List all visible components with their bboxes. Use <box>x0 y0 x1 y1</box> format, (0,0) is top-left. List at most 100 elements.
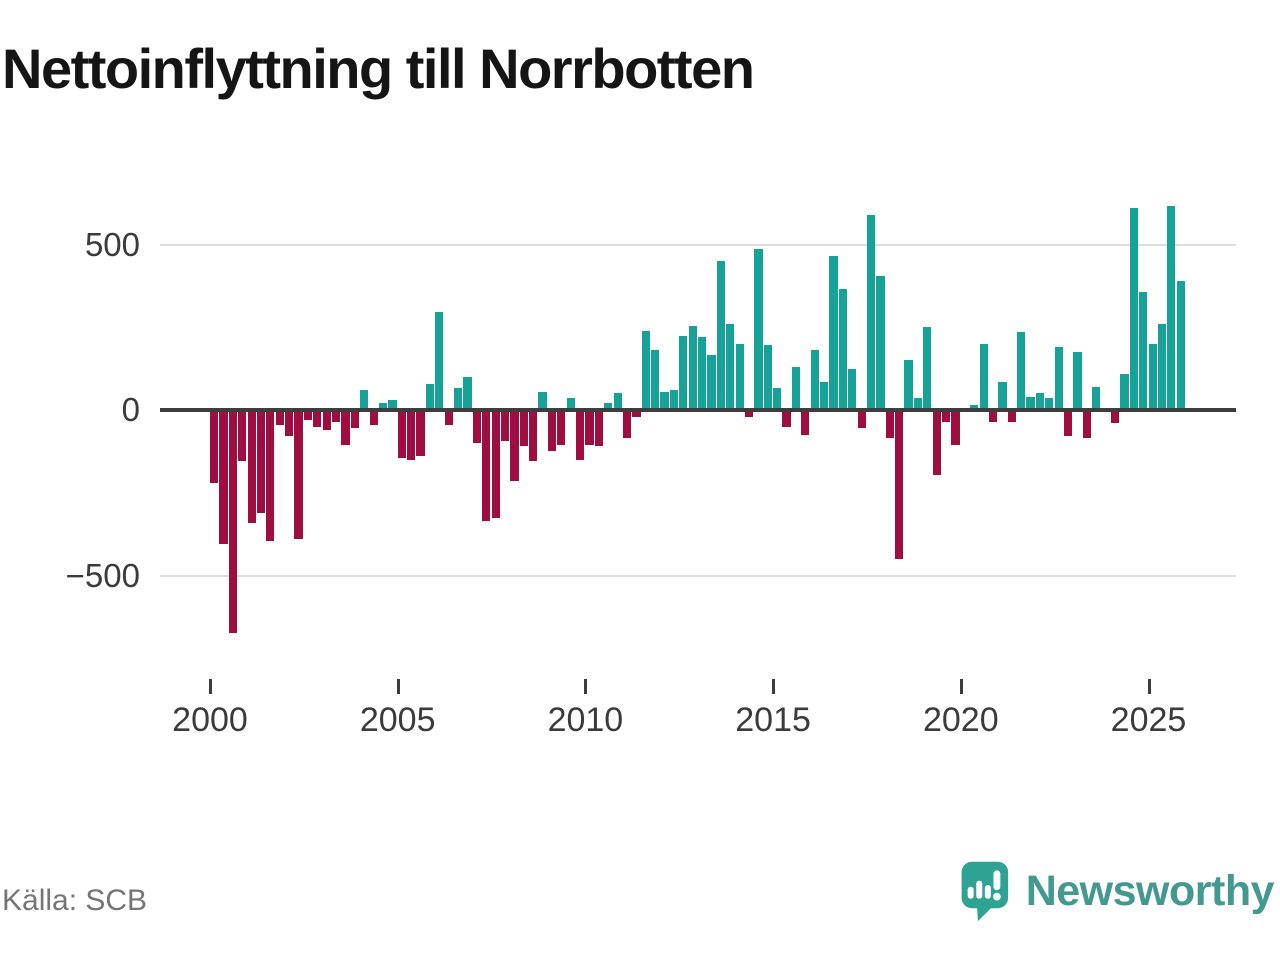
bar <box>669 390 679 410</box>
bar <box>791 366 801 410</box>
bar <box>1129 208 1138 410</box>
bar <box>341 410 350 445</box>
x-axis-label: 2015 <box>735 701 811 739</box>
bar <box>604 403 613 410</box>
bar <box>707 355 716 410</box>
bar <box>641 330 650 410</box>
bar <box>313 410 322 427</box>
bar <box>763 345 772 410</box>
bar <box>210 410 219 483</box>
bar <box>416 410 425 457</box>
bar <box>1007 410 1016 422</box>
bar <box>1082 410 1091 439</box>
bar <box>1073 352 1082 410</box>
bar <box>463 376 472 410</box>
bar <box>754 249 763 410</box>
bar <box>857 410 866 429</box>
bar <box>388 400 397 410</box>
bar <box>904 360 913 410</box>
bar <box>256 410 266 513</box>
bar <box>820 381 829 410</box>
x-axis-label: 2010 <box>547 701 624 739</box>
bar <box>895 410 904 559</box>
bar <box>988 410 998 422</box>
bar <box>472 410 481 444</box>
bar <box>1139 292 1148 410</box>
bar <box>435 312 444 410</box>
y-axis-label: 500 <box>84 225 140 263</box>
x-axis-tick <box>396 679 400 694</box>
bar <box>219 410 228 545</box>
logo-exclamation-dot <box>992 892 1001 901</box>
bar <box>594 410 603 447</box>
bar <box>979 343 988 410</box>
bar <box>782 410 791 427</box>
bar <box>1092 386 1101 410</box>
bar <box>491 410 500 518</box>
bar <box>360 390 369 410</box>
bar <box>613 393 622 410</box>
logo-bar-1 <box>967 886 974 899</box>
bar <box>735 343 744 410</box>
logo-exclamation-bar <box>993 870 1001 891</box>
bar <box>228 410 237 634</box>
bar <box>848 368 857 410</box>
bar <box>970 405 979 410</box>
bar <box>876 275 885 410</box>
bar <box>1035 393 1045 410</box>
x-axis-label: 2025 <box>1110 701 1187 739</box>
bar <box>482 410 491 521</box>
source-note: Källa: SCB <box>2 884 148 917</box>
x-axis-tick <box>772 679 776 694</box>
x-axis-tick <box>959 679 963 694</box>
bar <box>238 410 247 462</box>
bar <box>923 327 932 410</box>
zero-axis-line <box>160 408 1236 412</box>
bar <box>294 410 303 540</box>
bar <box>885 410 894 439</box>
bar <box>510 410 519 482</box>
bar <box>500 410 510 442</box>
bar <box>538 391 547 410</box>
bar <box>454 388 463 410</box>
bar <box>651 350 660 410</box>
bar <box>998 381 1007 410</box>
x-axis-tick <box>209 679 212 694</box>
bar <box>688 325 697 410</box>
bar <box>1167 206 1176 410</box>
bar <box>829 256 838 410</box>
bar <box>1148 343 1157 410</box>
newsworthy-branding: Newsworthy <box>958 860 1275 922</box>
bar <box>810 350 819 410</box>
bar <box>576 410 585 460</box>
x-axis-label: 2020 <box>922 701 999 739</box>
bar <box>519 410 528 447</box>
chart-title: Nettoinflyttning till Norrbotten <box>2 37 755 100</box>
bar <box>285 410 294 437</box>
x-axis-tick <box>1147 679 1151 694</box>
bar <box>866 214 876 410</box>
bar <box>585 410 594 445</box>
logo-bar-2 <box>975 880 982 899</box>
bar <box>838 289 847 410</box>
logo-bar-3 <box>984 884 991 899</box>
bar <box>425 383 435 410</box>
bar <box>942 410 951 422</box>
bar <box>622 410 632 439</box>
x-axis-label: 2000 <box>172 701 248 739</box>
gridline <box>160 574 1236 577</box>
bar <box>726 323 735 410</box>
bar <box>632 410 641 417</box>
bar <box>913 398 923 410</box>
y-axis-label: 0 <box>121 391 140 428</box>
bar <box>1026 396 1035 410</box>
newsworthy-logo-icon <box>958 860 1010 922</box>
bar <box>698 337 707 410</box>
bar <box>557 410 566 445</box>
bar <box>679 335 688 410</box>
y-axis-label: −500 <box>65 556 140 594</box>
bar <box>350 410 359 429</box>
bar <box>547 410 557 452</box>
bar <box>247 410 256 523</box>
x-axis-label: 2005 <box>359 701 436 739</box>
